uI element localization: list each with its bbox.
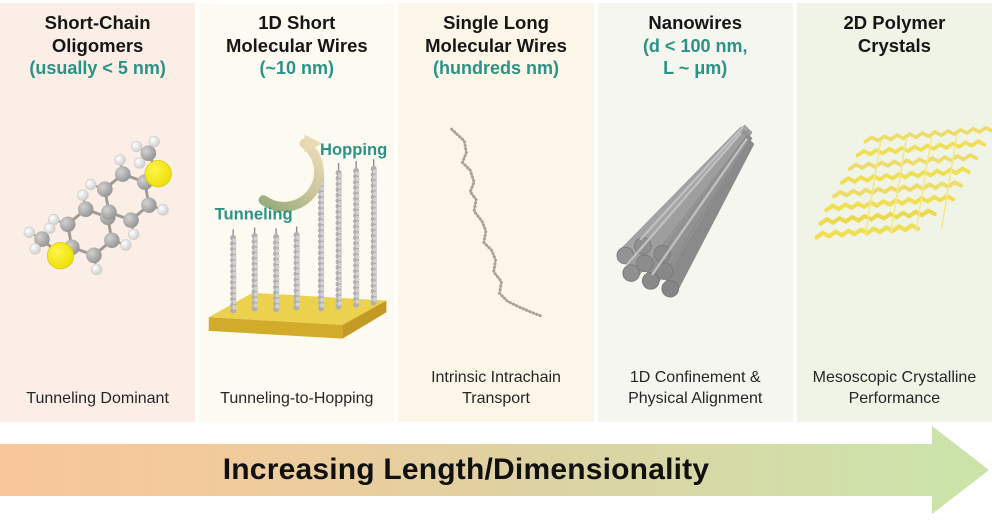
long-chain-svg: [450, 127, 543, 318]
column-title: 1D Short Molecular Wires: [225, 12, 368, 56]
polymer-crystal-illustration: [797, 58, 992, 368]
tall-molecular-wires: [318, 159, 378, 312]
nanowire-highlights: [625, 126, 748, 276]
column-caption: Tunneling-to-Hopping: [220, 389, 374, 407]
oligomer-molecule-illustration: [0, 80, 195, 388]
column-caption: Tunneling Dominant: [26, 389, 169, 407]
arrow-body: [0, 444, 932, 496]
molecular-wire-array-illustration: Hopping Tunneling: [199, 80, 394, 388]
column-caption: Intrinsic Intrachain Transport: [431, 369, 561, 407]
column-single-long-molecular-wires: Single Long Molecular Wires (hundreds nm…: [398, 3, 594, 422]
column-subtitle: (~10 nm): [259, 58, 335, 79]
hydrogen-atoms: [23, 135, 169, 276]
column-subtitle: (hundreds nm): [433, 58, 559, 79]
arrow-label: Increasing Length/Dimensionality: [222, 453, 710, 486]
columns-row: Short-Chain Oligomers (usually < 5 nm): [0, 3, 992, 422]
short-molecular-wires: [230, 226, 301, 314]
column-subtitle: (usually < 5 nm): [29, 58, 166, 79]
nanowire-bundle-illustration: [598, 79, 793, 368]
column-caption: 1D Confinement & Physical Alignment: [628, 369, 763, 407]
nanowire-bundle-svg: [616, 125, 754, 298]
sulfur-atoms: [46, 160, 172, 270]
crystal-sheet-links: [864, 133, 958, 236]
column-title: Short-Chain Oligomers: [44, 12, 151, 56]
column-nanowires: Nanowires (d < 100 nm, L ~ μm): [597, 3, 793, 422]
polymer-crystal-svg: [814, 125, 992, 240]
length-dimensionality-arrow: Increasing Length/Dimensionality: [0, 422, 992, 518]
column-title: Single Long Molecular Wires: [425, 12, 567, 56]
long-chain-illustration: [398, 80, 593, 368]
tunneling-to-hopping-arc-icon: [258, 134, 324, 212]
tunneling-label: Tunneling: [215, 205, 293, 224]
column-caption: Mesoscopic Crystalline Performance: [812, 369, 977, 407]
crystal-sheet-rows: [814, 125, 992, 240]
oligomer-molecule-svg: [23, 135, 172, 276]
column-subtitle: (d < 100 nm, L ~ μm): [642, 35, 748, 78]
column-title: Nanowires: [648, 12, 742, 33]
polymer-chain: [450, 127, 543, 318]
column-title: 2D Polymer Crystals: [843, 12, 946, 56]
hopping-label: Hopping: [320, 140, 387, 159]
column-short-chain-oligomers: Short-Chain Oligomers (usually < 5 nm): [0, 3, 196, 422]
wire-array-svg: Hopping Tunneling: [208, 134, 387, 339]
column-1d-short-molecular-wires: 1D Short Molecular Wires (~10 nm): [199, 3, 395, 422]
column-2d-polymer-crystals: 2D Polymer Crystals: [796, 3, 992, 422]
arrow-head-icon: [932, 426, 989, 514]
